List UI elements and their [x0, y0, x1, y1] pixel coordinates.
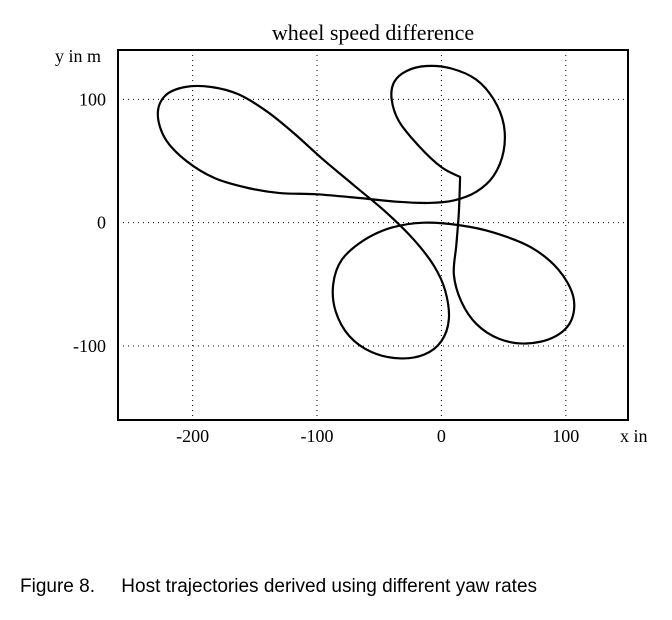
trajectory-chart: wheel speed difference -200 -100 0 100 -100 0 1… [20, 20, 652, 556]
xtick-label: -100 [301, 426, 334, 446]
caption-text: Host trajectories derived using differen… [121, 574, 601, 600]
ytick-label: 100 [79, 89, 106, 109]
xtick-label: 0 [437, 426, 446, 446]
y-axis-label: y in m [55, 46, 101, 66]
figure-caption: Figure 8. Host trajectories derived usin… [20, 574, 620, 600]
chart-svg: wheel speed difference -200 -100 0 100 -100 0 1… [20, 20, 652, 450]
ytick-label: -100 [73, 336, 106, 356]
caption-label: Figure 8. [20, 574, 116, 600]
xtick-label: 100 [552, 426, 579, 446]
x-axis-label: x in m [620, 426, 652, 446]
ytick-label: 0 [97, 213, 106, 233]
chart-title: wheel speed difference [272, 20, 474, 45]
xtick-label: -200 [176, 426, 209, 446]
